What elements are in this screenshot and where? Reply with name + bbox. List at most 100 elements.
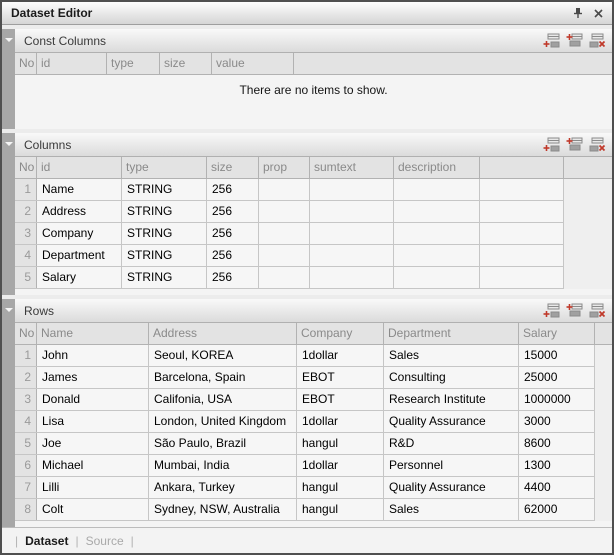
table-cell[interactable] — [259, 245, 310, 266]
row-number-cell[interactable]: 2 — [15, 367, 37, 388]
column-header[interactable]: Name — [37, 323, 149, 344]
table-cell[interactable]: 25000 — [519, 367, 595, 388]
table-cell[interactable]: 8600 — [519, 433, 595, 454]
add-row-icon[interactable] — [542, 33, 560, 49]
row-number-cell[interactable]: 3 — [15, 389, 37, 410]
column-header[interactable]: prop — [259, 157, 310, 178]
table-cell[interactable]: 1dollar — [297, 411, 384, 432]
table-cell[interactable] — [394, 245, 480, 266]
table-cell[interactable]: Name — [37, 179, 122, 200]
table-cell[interactable]: Quality Assurance — [384, 477, 519, 498]
table-cell[interactable] — [310, 179, 394, 200]
table-cell[interactable] — [480, 201, 564, 222]
table-cell[interactable]: STRING — [122, 245, 207, 266]
table-cell[interactable]: London, United Kingdom — [149, 411, 297, 432]
row-number-cell[interactable]: 1 — [15, 345, 37, 366]
column-header[interactable]: size — [207, 157, 259, 178]
column-header[interactable]: id — [37, 53, 107, 74]
table-cell[interactable]: STRING — [122, 223, 207, 244]
insert-row-icon[interactable] — [565, 33, 583, 49]
table-row[interactable]: 2 James Barcelona, Spain EBOT Consulting 2500… — [15, 367, 595, 389]
column-header[interactable]: Company — [297, 323, 384, 344]
row-number-cell[interactable]: 2 — [15, 201, 37, 222]
column-header[interactable]: id — [37, 157, 122, 178]
table-cell[interactable]: 1300 — [519, 455, 595, 476]
table-cell[interactable]: Sydney, NSW, Australia — [149, 499, 297, 520]
insert-row-icon[interactable] — [565, 137, 583, 153]
table-cell[interactable]: 1dollar — [297, 455, 384, 476]
row-number-cell[interactable]: 4 — [15, 411, 37, 432]
row-number-cell[interactable]: 4 — [15, 245, 37, 266]
table-cell[interactable]: Sales — [384, 345, 519, 366]
table-cell[interactable]: hangul — [297, 433, 384, 454]
table-cell[interactable]: 256 — [207, 223, 259, 244]
row-number-cell[interactable]: 5 — [15, 433, 37, 454]
collapse-strip-columns[interactable] — [2, 133, 15, 295]
column-header[interactable]: Department — [384, 323, 519, 344]
table-cell[interactable]: STRING — [122, 201, 207, 222]
table-cell[interactable] — [259, 201, 310, 222]
table-row[interactable]: 8 Colt Sydney, NSW, Australia hangul Sales 62… — [15, 499, 595, 521]
table-cell[interactable]: Michael — [37, 455, 149, 476]
table-row[interactable]: 4 Department STRING 256 — [15, 245, 564, 267]
table-cell[interactable]: Personnel — [384, 455, 519, 476]
pin-icon[interactable] — [570, 5, 586, 21]
table-row[interactable]: 5 Joe São Paulo, Brazil hangul R&D 8600 — [15, 433, 595, 455]
table-cell[interactable]: Mumbai, India — [149, 455, 297, 476]
table-cell[interactable]: John — [37, 345, 149, 366]
row-number-cell[interactable]: 8 — [15, 499, 37, 520]
table-cell[interactable]: Salary — [37, 267, 122, 288]
table-cell[interactable] — [480, 245, 564, 266]
column-header[interactable]: sumtext — [310, 157, 394, 178]
table-cell[interactable] — [310, 201, 394, 222]
table-row[interactable]: 1 John Seoul, KOREA 1dollar Sales 15000 — [15, 345, 595, 367]
column-header[interactable]: type — [122, 157, 207, 178]
column-header[interactable]: No — [15, 53, 37, 74]
table-cell[interactable]: 256 — [207, 245, 259, 266]
table-cell[interactable]: Quality Assurance — [384, 411, 519, 432]
table-cell[interactable] — [394, 223, 480, 244]
table-row[interactable]: 4 Lisa London, United Kingdom 1dollar Qualit… — [15, 411, 595, 433]
table-cell[interactable] — [310, 223, 394, 244]
collapse-strip-rows[interactable] — [2, 299, 15, 527]
column-header[interactable]: description — [394, 157, 480, 178]
column-header[interactable]: No — [15, 323, 37, 344]
table-cell[interactable]: Sales — [384, 499, 519, 520]
column-header[interactable]: Address — [149, 323, 297, 344]
table-row[interactable]: 5 Salary STRING 256 — [15, 267, 564, 289]
table-row[interactable]: 1 Name STRING 256 — [15, 179, 564, 201]
table-cell[interactable]: EBOT — [297, 389, 384, 410]
table-cell[interactable]: Department — [37, 245, 122, 266]
table-cell[interactable]: EBOT — [297, 367, 384, 388]
table-row[interactable]: 3 Company STRING 256 — [15, 223, 564, 245]
column-header[interactable]: No — [15, 157, 37, 178]
table-cell[interactable] — [259, 223, 310, 244]
table-cell[interactable]: Consulting — [384, 367, 519, 388]
row-number-cell[interactable]: 1 — [15, 179, 37, 200]
table-cell[interactable]: Seoul, KOREA — [149, 345, 297, 366]
table-cell[interactable]: Barcelona, Spain — [149, 367, 297, 388]
table-cell[interactable]: 256 — [207, 179, 259, 200]
column-header[interactable]: size — [160, 53, 212, 74]
table-cell[interactable]: 4400 — [519, 477, 595, 498]
table-cell[interactable]: Joe — [37, 433, 149, 454]
table-cell[interactable]: Ankara, Turkey — [149, 477, 297, 498]
table-cell[interactable]: São Paulo, Brazil — [149, 433, 297, 454]
table-cell[interactable]: James — [37, 367, 149, 388]
table-row[interactable]: 2 Address STRING 256 — [15, 201, 564, 223]
delete-row-icon[interactable] — [588, 303, 606, 319]
tab-source[interactable]: Source — [85, 534, 124, 548]
column-header[interactable]: type — [107, 53, 160, 74]
table-cell[interactable]: 15000 — [519, 345, 595, 366]
table-cell[interactable]: Lilli — [37, 477, 149, 498]
column-header[interactable]: value — [212, 53, 294, 74]
column-header[interactable] — [480, 157, 564, 178]
table-cell[interactable] — [259, 179, 310, 200]
table-cell[interactable] — [394, 267, 480, 288]
close-icon[interactable] — [590, 5, 606, 21]
table-cell[interactable] — [480, 179, 564, 200]
table-cell[interactable]: Lisa — [37, 411, 149, 432]
table-cell[interactable]: hangul — [297, 499, 384, 520]
table-row[interactable]: 3 Donald Califonia, USA EBOT Research Instit… — [15, 389, 595, 411]
table-cell[interactable]: Address — [37, 201, 122, 222]
